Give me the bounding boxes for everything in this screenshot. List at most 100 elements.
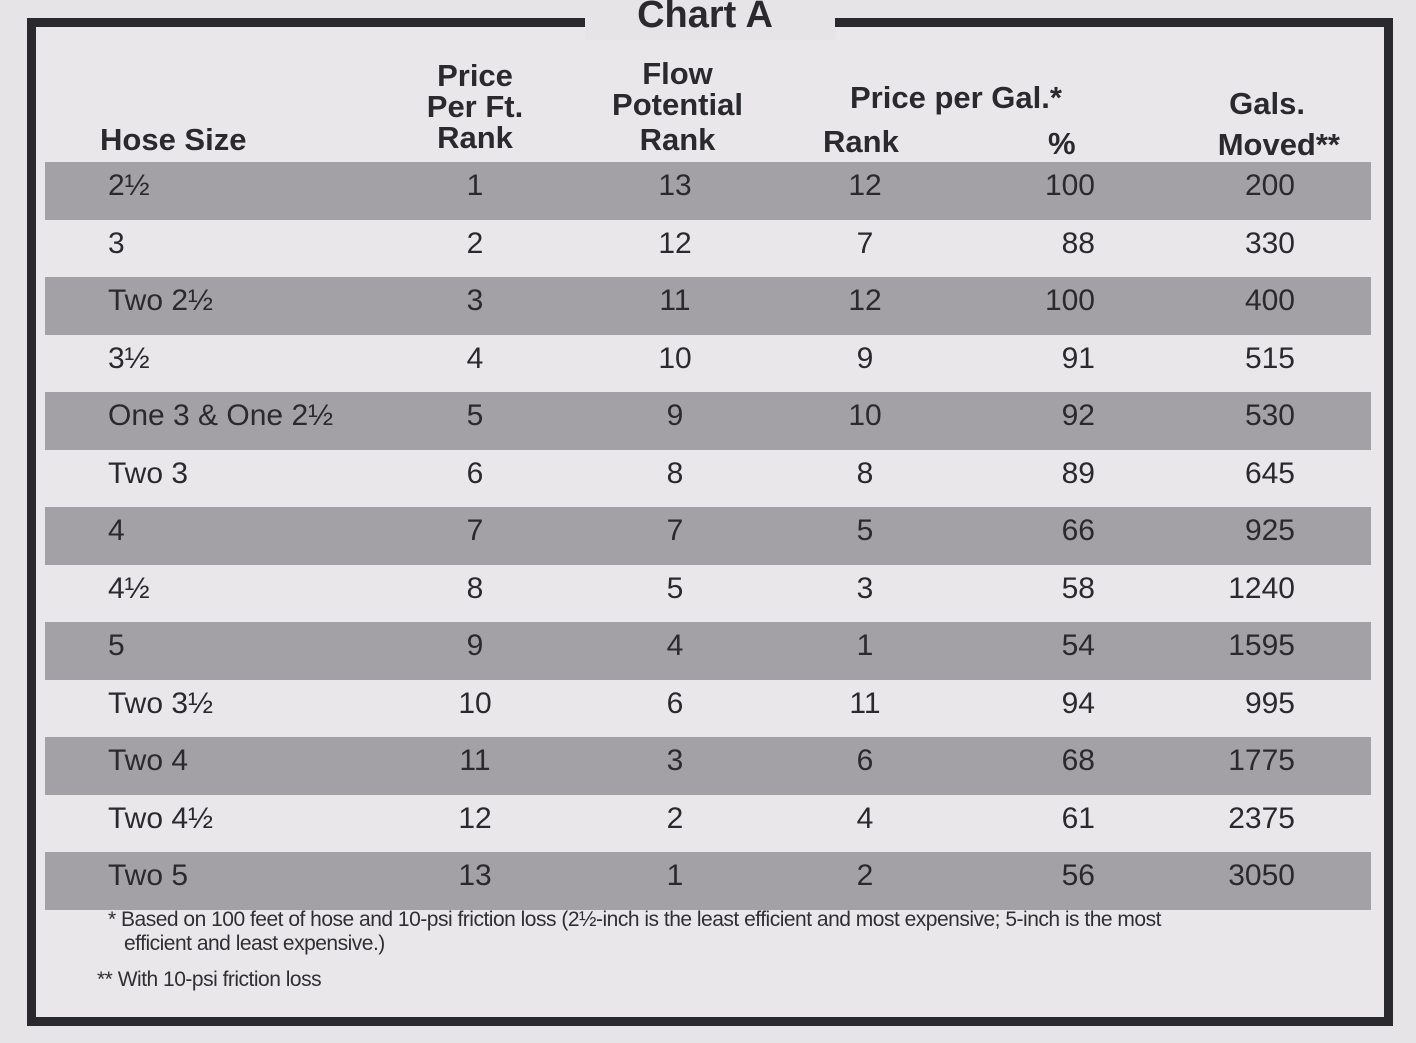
table-row: Two 3 6 8 8 89 645	[45, 449, 1371, 507]
cell-flow-rank: 13	[658, 169, 692, 202]
cell-percent: 56	[1061, 859, 1095, 892]
header-gals-moved: Gals. Moved**	[1180, 88, 1340, 160]
cell-gal-rank: 7	[856, 226, 874, 260]
cell-gals-moved: 1775	[1228, 744, 1295, 777]
table-row: Two 5 13 1 2 56 3050	[45, 852, 1371, 910]
table-row: Two 3½ 10 6 11 94 995	[45, 679, 1371, 737]
cell-hose-size: 2½	[108, 169, 150, 202]
header-percent: %	[1048, 128, 1076, 159]
cell-percent: 100	[1044, 169, 1095, 202]
cell-gals-moved: 330	[1244, 226, 1295, 260]
cell-gal-rank: 3	[856, 571, 874, 605]
cell-hose-size: One 3 & One 2½	[108, 399, 334, 432]
cell-gals-moved: 200	[1244, 169, 1295, 202]
cell-percent: 92	[1061, 399, 1095, 432]
header-flow-line3: Rank	[639, 122, 716, 157]
footnote-1-line1: Based on 100 feet of hose and 10-psi fri…	[121, 908, 1161, 931]
cell-flow-rank: 7	[666, 514, 684, 547]
cell-gal-rank: 11	[849, 686, 881, 720]
header-gals-line2: Moved**	[1217, 127, 1340, 162]
cell-price-rank: 1	[466, 169, 484, 202]
cell-gal-rank: 2	[856, 859, 874, 892]
title-gap	[585, 0, 835, 40]
footnote-1-marker: *	[108, 908, 116, 931]
table-row: 2½ 1 13 12 100 200	[45, 162, 1371, 220]
cell-gals-moved: 515	[1244, 341, 1295, 375]
cell-flow-rank: 3	[666, 744, 684, 777]
footnote-1-line2: efficient and least expensive.)	[124, 932, 385, 955]
header-flow-potential: Flow Potential Rank	[595, 58, 760, 155]
cell-gal-rank: 12	[848, 169, 882, 202]
table-row: One 3 & One 2½ 5 9 10 92 530	[45, 392, 1371, 450]
cell-percent: 61	[1061, 801, 1095, 835]
header-price-per-gal-label: Price per Gal.*	[850, 80, 1062, 115]
cell-flow-rank: 1	[666, 859, 684, 892]
cell-gals-moved: 400	[1244, 284, 1295, 317]
cell-gal-rank: 5	[856, 514, 874, 547]
cell-flow-rank: 9	[666, 399, 684, 432]
table-row: Two 4 11 3 6 68 1775	[45, 737, 1371, 795]
cell-gal-rank: 8	[856, 456, 874, 490]
cell-hose-size: 3½	[108, 341, 150, 375]
cell-percent: 58	[1061, 571, 1095, 605]
cell-hose-size: Two 3	[108, 456, 189, 490]
cell-price-rank: 4	[466, 341, 484, 375]
table-row: 3 2 12 7 88 330	[45, 219, 1371, 277]
cell-percent: 94	[1061, 686, 1095, 720]
cell-price-rank: 9	[466, 629, 484, 662]
header-price-line2: Per Ft.	[426, 89, 524, 124]
cell-price-rank: 12	[458, 801, 492, 835]
footnote-2-text: With 10-psi friction loss	[117, 968, 322, 991]
cell-flow-rank: 5	[666, 571, 684, 605]
header-gals-line1: Gals.	[1229, 86, 1305, 121]
header-price-per-gal: Price per Gal.*	[850, 82, 1062, 113]
cell-hose-size: 5	[108, 629, 125, 662]
cell-hose-size: 3	[108, 226, 125, 260]
cell-percent: 54	[1061, 629, 1095, 662]
cell-hose-size: 4	[108, 514, 125, 547]
header-price-per-ft: Price Per Ft. Rank	[405, 60, 545, 153]
cell-price-rank: 2	[466, 226, 484, 260]
cell-gals-moved: 925	[1244, 514, 1295, 547]
cell-percent: 66	[1061, 514, 1095, 547]
table-row: 4 7 7 5 66 925	[45, 507, 1371, 565]
cell-price-rank: 11	[459, 744, 491, 777]
cell-gal-rank: 10	[848, 399, 882, 432]
cell-gal-rank: 1	[856, 629, 874, 662]
footnote-2: ** With 10-psi friction loss	[97, 968, 322, 992]
header-price-line1: Price	[437, 58, 513, 93]
footnote-1-continued: efficient and least expensive.)	[124, 932, 385, 956]
cell-gal-rank: 12	[848, 284, 882, 317]
cell-gals-moved: 645	[1244, 456, 1295, 490]
cell-price-rank: 5	[466, 399, 484, 432]
chart-title: Chart A	[637, 0, 773, 36]
header-hose-size-label: Hose Size	[100, 122, 247, 157]
hose-table: 2½ 1 13 12 100 200 3 2 12 7 88 330 Two 2…	[45, 162, 1371, 910]
cell-gals-moved: 2375	[1228, 801, 1295, 835]
header-price-line3: Rank	[437, 120, 513, 155]
cell-gals-moved: 3050	[1228, 859, 1295, 892]
cell-gal-rank: 4	[856, 801, 874, 835]
cell-hose-size: 4½	[108, 571, 150, 605]
cell-price-rank: 10	[458, 686, 492, 720]
header-rank: Rank	[823, 126, 899, 157]
cell-price-rank: 6	[466, 456, 484, 490]
cell-hose-size: Two 4½	[108, 801, 214, 835]
header-flow-line2: Potential	[612, 87, 743, 122]
cell-percent: 100	[1044, 284, 1095, 317]
table-row: 3½ 4 10 9 91 515	[45, 334, 1371, 392]
cell-percent: 68	[1061, 744, 1095, 777]
footnote-1: * Based on 100 feet of hose and 10-psi f…	[108, 908, 1338, 932]
footnote-2-marker: **	[97, 968, 113, 991]
cell-price-rank: 7	[466, 514, 484, 547]
cell-flow-rank: 11	[659, 284, 691, 317]
cell-gals-moved: 1595	[1228, 629, 1295, 662]
cell-gal-rank: 9	[856, 341, 874, 375]
table-row: 5 9 4 1 54 1595	[45, 622, 1371, 680]
cell-flow-rank: 10	[658, 341, 692, 375]
cell-hose-size: Two 4	[108, 744, 189, 777]
cell-price-rank: 3	[466, 284, 484, 317]
cell-hose-size: Two 3½	[108, 686, 214, 720]
cell-flow-rank: 12	[658, 226, 692, 260]
cell-price-rank: 8	[466, 571, 484, 605]
